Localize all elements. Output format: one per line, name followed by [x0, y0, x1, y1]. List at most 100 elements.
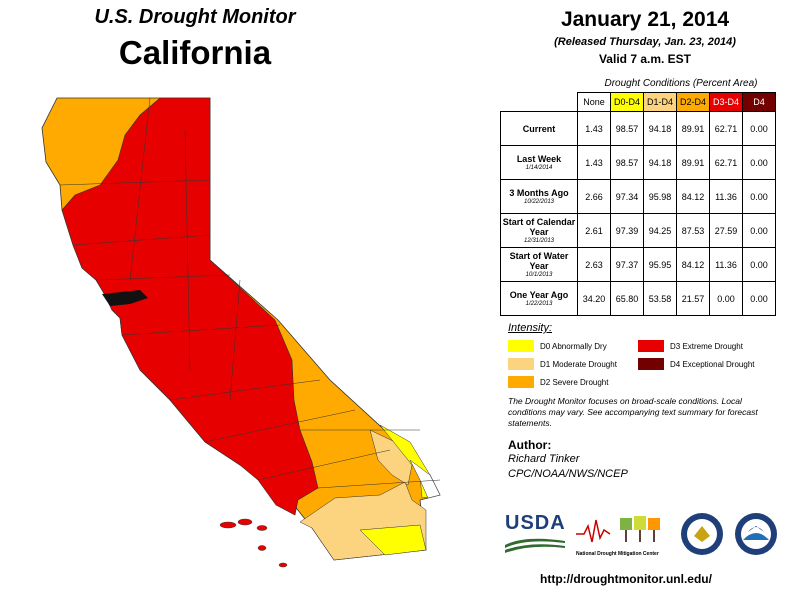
table-cell: 0.00: [742, 145, 776, 180]
col-d0-d4: D0-D4: [610, 92, 644, 112]
row-label-text: Start of Water Year: [509, 250, 569, 271]
author-heading: Author:: [508, 438, 552, 452]
release-date: (Released Thursday, Jan. 23, 2014): [554, 36, 736, 48]
california-drought-map: [41, 97, 441, 568]
table-row: One Year Ago 1/22/2013 34.20 65.80 53.58 21.5…: [500, 281, 776, 316]
table-cell: 98.57: [610, 111, 644, 146]
table-cell: 2.61: [577, 213, 611, 248]
legend-label-d2: D2 Severe Drought: [540, 378, 609, 387]
row-label: One Year Ago 1/22/2013: [500, 281, 578, 316]
sf-bay: [102, 290, 148, 306]
table-cell: 97.37: [610, 247, 644, 282]
table-cell: 65.80: [610, 281, 644, 316]
table-cell: 87.53: [676, 213, 710, 248]
table-cell: 98.57: [610, 145, 644, 180]
legend-swatch-d0: [508, 340, 534, 352]
legend-swatch-d1: [508, 358, 534, 370]
table-cell: 0.00: [742, 111, 776, 146]
valid-time: Valid 7 a.m. EST: [598, 52, 692, 66]
noaa-seal-icon: [735, 513, 777, 555]
usda-hills-icon: [505, 538, 565, 553]
table-header-row: None D0-D4 D1-D4 D2-D4 D3-D4 D4: [501, 92, 776, 112]
table-cell: 95.95: [643, 247, 677, 282]
table-cell: 84.12: [676, 247, 710, 282]
table-row: Current 1.43 98.57 94.18 89.91 62.71 0.00: [500, 111, 776, 146]
col-d1-d4: D1-D4: [643, 92, 677, 112]
row-label-text: Last Week: [516, 153, 562, 164]
table-cell: 0.00: [742, 281, 776, 316]
table-cell: 89.91: [676, 145, 710, 180]
row-label: Last Week 1/14/2014: [500, 145, 578, 180]
table-cell: 94.25: [643, 213, 677, 248]
row-label: Start of Calendar Year 12/31/2013: [500, 213, 578, 248]
table-cell: 11.36: [709, 179, 743, 214]
table-cell: 27.59: [709, 213, 743, 248]
table-cell: 62.71: [709, 111, 743, 146]
row-label: 3 Months Ago 10/22/2013: [500, 179, 578, 214]
usda-logo-text: USDA: [505, 512, 566, 534]
table-row: Start of Calendar Year 12/31/2013 2.61 97.3…: [500, 213, 776, 248]
table-cell: 1.43: [577, 145, 611, 180]
monitor-title: U.S. Drought Monitor: [94, 6, 296, 28]
table-cell: 1.43: [577, 111, 611, 146]
channel-islands: [219, 518, 288, 568]
table-cell: 34.20: [577, 281, 611, 316]
usda-logo: USDA: [505, 512, 567, 556]
table-cell: 97.34: [610, 179, 644, 214]
table-cell: 95.98: [643, 179, 677, 214]
legend-title: Intensity:: [508, 322, 553, 334]
legend-swatch-d3: [638, 340, 664, 352]
legend-label-d4: D4 Exceptional Drought: [670, 360, 755, 369]
table-cell: 62.71: [709, 145, 743, 180]
row-sublabel: 1/22/2013: [525, 300, 553, 307]
row-sublabel: 10/22/2013: [523, 198, 555, 205]
row-label: Start of Water Year 10/1/2013: [500, 247, 578, 282]
ndmc-logo: National Drought Mitigation Center: [576, 512, 671, 558]
website-link[interactable]: http://droughtmonitor.unl.edu/: [540, 572, 712, 586]
table-cell: 94.18: [643, 111, 677, 146]
col-none: None: [577, 92, 611, 112]
table-row: Start of Water Year 10/1/2013 2.63 97.37 95.…: [500, 247, 776, 282]
legend-swatch-d4: [638, 358, 664, 370]
table-cell: 0.00: [709, 281, 743, 316]
ndmc-logo-text: National Drought Mitigation Center: [576, 551, 659, 557]
table-cell: 0.00: [742, 213, 776, 248]
author-name: Richard Tinker: [508, 453, 580, 465]
col-d2-d4: D2-D4: [676, 92, 710, 112]
table-row: 3 Months Ago 10/22/2013 2.66 97.34 95.98 84.1…: [500, 179, 776, 214]
row-sublabel: 10/1/2013: [525, 271, 553, 278]
legend-label-d1: D1 Moderate Drought: [540, 360, 617, 369]
row-label-text: Start of Calendar Year: [502, 216, 576, 237]
table-cell: 2.63: [577, 247, 611, 282]
legend-swatch-d2: [508, 376, 534, 388]
table-caption: Drought Conditions (Percent Area): [604, 78, 758, 89]
row-label-text: Current: [522, 123, 556, 134]
author-org: CPC/NOAA/NWS/NCEP: [508, 468, 628, 480]
legend-label-d3: D3 Extreme Drought: [670, 342, 743, 351]
col-d3-d4: D3-D4: [709, 92, 743, 112]
table-cell: 0.00: [742, 247, 776, 282]
row-label-text: 3 Months Ago: [509, 187, 569, 198]
drought-conditions-table: None D0-D4 D1-D4 D2-D4 D3-D4 D4 Current 1…: [500, 92, 776, 316]
row-label: Current: [500, 111, 578, 146]
map-date: January 21, 2014: [560, 8, 730, 31]
row-sublabel: 12/31/2013: [523, 237, 555, 244]
table-cell: 84.12: [676, 179, 710, 214]
table-cell: 97.39: [610, 213, 644, 248]
row-label-text: One Year Ago: [509, 289, 569, 300]
doc-seal-icon: [681, 513, 723, 555]
legend-label-d0: D0 Abnormally Dry: [540, 342, 607, 351]
row-sublabel: 1/14/2014: [525, 164, 553, 171]
map-region-d0-south: [359, 524, 427, 556]
map-region-none: [409, 459, 441, 499]
table-cell: 21.57: [676, 281, 710, 316]
table-cell: 53.58: [643, 281, 677, 316]
drought-trees-icon: [576, 516, 660, 543]
table-cell: 11.36: [709, 247, 743, 282]
col-d4: D4: [742, 92, 776, 112]
table-cell: 89.91: [676, 111, 710, 146]
table-row: Last Week 1/14/2014 1.43 98.57 94.18 89.91 62.…: [500, 145, 776, 180]
table-cell: 0.00: [742, 179, 776, 214]
state-name: California: [118, 34, 272, 71]
table-cell: 2.66: [577, 179, 611, 214]
